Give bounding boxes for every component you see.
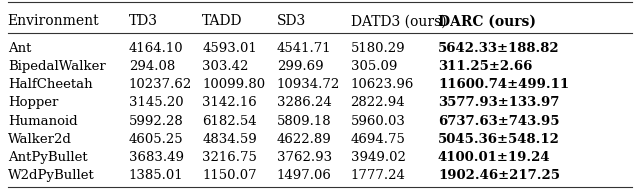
Text: 4622.89: 4622.89 <box>276 133 332 146</box>
Text: 5642.33±188.82: 5642.33±188.82 <box>438 42 559 55</box>
Text: 10623.96: 10623.96 <box>351 78 414 91</box>
Text: 3949.02: 3949.02 <box>351 151 406 164</box>
Text: 2822.94: 2822.94 <box>351 96 405 109</box>
Text: 5180.29: 5180.29 <box>351 42 405 55</box>
Text: 311.25±2.66: 311.25±2.66 <box>438 60 532 73</box>
Text: 10237.62: 10237.62 <box>129 78 192 91</box>
Text: 3577.93±133.97: 3577.93±133.97 <box>438 96 559 109</box>
Text: 4694.75: 4694.75 <box>351 133 406 146</box>
Text: 5045.36±548.12: 5045.36±548.12 <box>438 133 560 146</box>
Text: TADD: TADD <box>202 14 243 28</box>
Text: 294.08: 294.08 <box>129 60 175 73</box>
Text: 4541.71: 4541.71 <box>276 42 332 55</box>
Text: 299.69: 299.69 <box>276 60 323 73</box>
Text: DATD3 (ours): DATD3 (ours) <box>351 14 446 28</box>
Text: 1777.24: 1777.24 <box>351 169 406 182</box>
Text: 3216.75: 3216.75 <box>202 151 257 164</box>
Text: 3286.24: 3286.24 <box>276 96 332 109</box>
Text: 5992.28: 5992.28 <box>129 115 184 128</box>
Text: DARC (ours): DARC (ours) <box>438 14 536 28</box>
Text: TD3: TD3 <box>129 14 158 28</box>
Text: 6737.63±743.95: 6737.63±743.95 <box>438 115 559 128</box>
Text: 5809.18: 5809.18 <box>276 115 332 128</box>
Text: BipedalWalker: BipedalWalker <box>8 60 106 73</box>
Text: Humanoid: Humanoid <box>8 115 77 128</box>
Text: 4164.10: 4164.10 <box>129 42 184 55</box>
Text: Environment: Environment <box>8 14 99 28</box>
Text: 3683.49: 3683.49 <box>129 151 184 164</box>
Text: Hopper: Hopper <box>8 96 58 109</box>
Text: 5960.03: 5960.03 <box>351 115 406 128</box>
Text: Ant: Ant <box>8 42 31 55</box>
Text: 4834.59: 4834.59 <box>202 133 257 146</box>
Text: 1902.46±217.25: 1902.46±217.25 <box>438 169 560 182</box>
Text: 11600.74±499.11: 11600.74±499.11 <box>438 78 569 91</box>
Text: 303.42: 303.42 <box>202 60 248 73</box>
Text: 1385.01: 1385.01 <box>129 169 184 182</box>
Text: 1497.06: 1497.06 <box>276 169 332 182</box>
Text: 3762.93: 3762.93 <box>276 151 332 164</box>
Text: 3145.20: 3145.20 <box>129 96 184 109</box>
Text: HalfCheetah: HalfCheetah <box>8 78 92 91</box>
Text: 4593.01: 4593.01 <box>202 42 257 55</box>
Text: 1150.07: 1150.07 <box>202 169 257 182</box>
Text: 10099.80: 10099.80 <box>202 78 265 91</box>
Text: 4605.25: 4605.25 <box>129 133 184 146</box>
Text: AntPyBullet: AntPyBullet <box>8 151 88 164</box>
Text: Walker2d: Walker2d <box>8 133 72 146</box>
Text: SD3: SD3 <box>276 14 306 28</box>
Text: 10934.72: 10934.72 <box>276 78 340 91</box>
Text: W2dPyBullet: W2dPyBullet <box>8 169 95 182</box>
Text: 3142.16: 3142.16 <box>202 96 257 109</box>
Text: 4100.01±19.24: 4100.01±19.24 <box>438 151 550 164</box>
Text: 305.09: 305.09 <box>351 60 397 73</box>
Text: 6182.54: 6182.54 <box>202 115 257 128</box>
